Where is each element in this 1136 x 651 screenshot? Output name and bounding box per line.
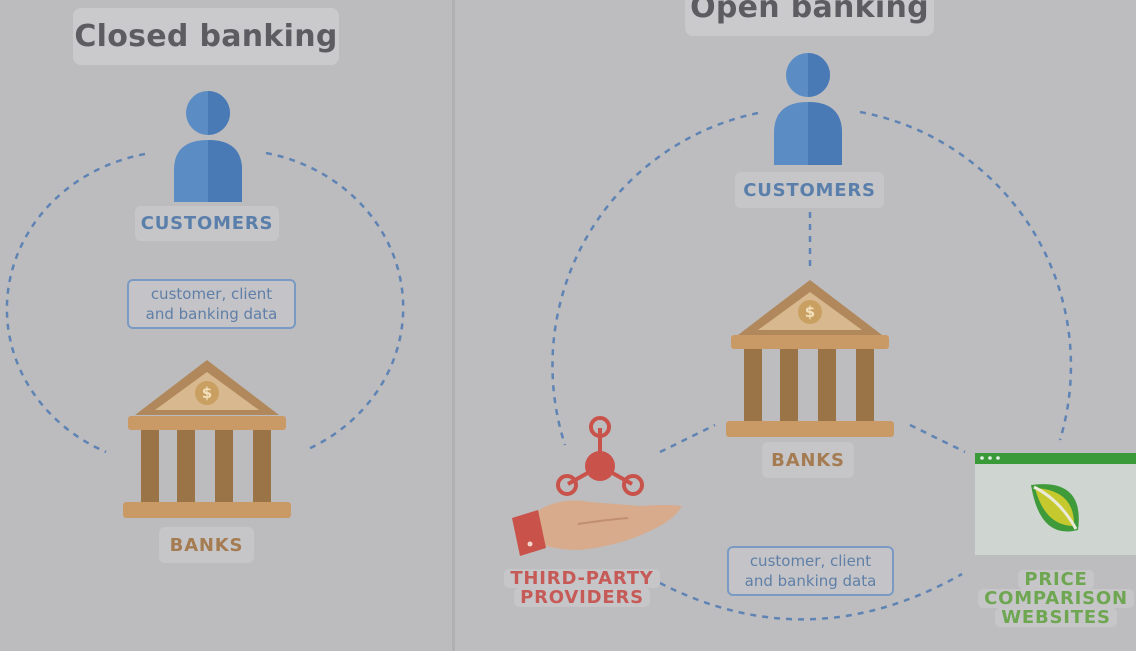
data-flow-line: and banking data	[744, 572, 877, 590]
open-data-circle	[551, 110, 1073, 621]
data-flow-line: customer, client	[749, 552, 872, 570]
customer-icon	[774, 53, 842, 165]
banks-label: BANKS	[762, 442, 854, 478]
banks-label: BANKS	[159, 527, 254, 563]
customer-icon	[174, 91, 242, 202]
third-party-providers-label: THIRD-PARTY PROVIDERS	[498, 569, 666, 607]
price-comparison-website-icon	[975, 453, 1136, 555]
label-line: WEBSITES	[995, 608, 1117, 627]
bank-icon	[726, 280, 894, 437]
third-party-provider-icon	[512, 416, 682, 556]
data-flow-box: customer, client and banking data	[127, 279, 296, 329]
dollar-icon: $	[202, 384, 212, 402]
data-flow-box: customer, client and banking data	[727, 546, 894, 596]
label-line: PRICE	[1018, 570, 1094, 589]
customers-label: CUSTOMERS	[135, 206, 279, 241]
customers-label: CUSTOMERS	[735, 172, 884, 208]
data-flow-line: and banking data	[145, 305, 278, 323]
price-comparison-websites-label: PRICE COMPARISON WEBSITES	[978, 570, 1134, 627]
open-connector-lines	[659, 212, 966, 454]
closed-banking-title: Closed banking	[73, 8, 339, 65]
open-banking-title: Open banking	[685, 0, 934, 36]
data-flow-line: customer, client	[150, 285, 273, 303]
label-line: COMPARISON	[978, 589, 1134, 608]
bank-icon	[123, 360, 291, 518]
label-line: PROVIDERS	[514, 588, 650, 607]
closed-data-circle	[5, 151, 405, 454]
dollar-icon: $	[805, 303, 815, 321]
panel-divider	[452, 0, 455, 651]
label-line: THIRD-PARTY	[504, 569, 660, 588]
